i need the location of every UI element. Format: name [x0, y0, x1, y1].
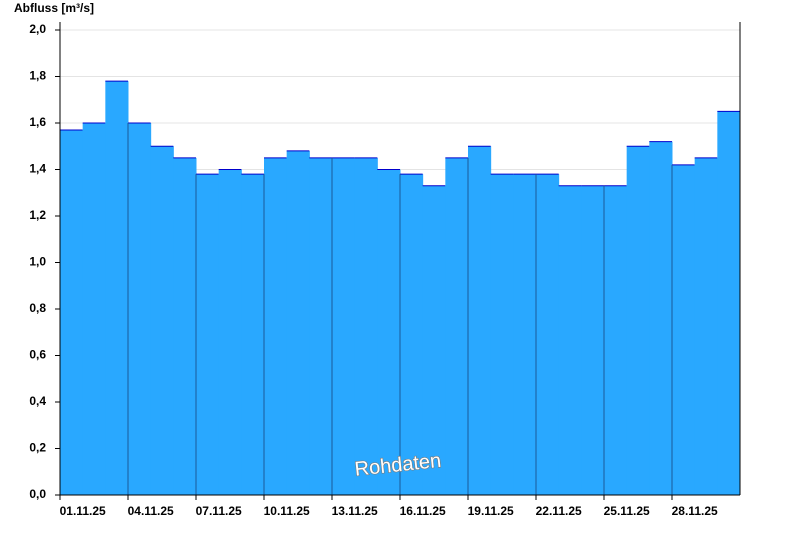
area-segment [400, 174, 424, 495]
area-segment [604, 185, 628, 495]
area-segment [150, 146, 174, 495]
area-segment [626, 146, 650, 495]
area-segment [241, 174, 265, 495]
x-tick-label: 19.11.25 [468, 504, 514, 518]
area-segment [513, 174, 537, 495]
area-segment [196, 174, 220, 495]
area-segment [445, 157, 469, 495]
x-tick-label: 13.11.25 [332, 504, 378, 518]
y-axis-title: Abfluss [m³/s] [14, 1, 94, 15]
area-segment [218, 169, 242, 495]
y-tick-label: 1,4 [29, 162, 46, 176]
x-tick-label: 01.11.25 [60, 504, 106, 518]
area-segment [558, 185, 582, 495]
area-segment [717, 111, 741, 495]
x-tick-label: 07.11.25 [196, 504, 242, 518]
area-segment [694, 157, 718, 495]
y-tick-label: 0,4 [29, 394, 46, 408]
x-tick-label: 28.11.25 [672, 504, 718, 518]
area-segment [332, 157, 356, 495]
area-segment [672, 164, 696, 495]
y-tick-label: 1,0 [29, 255, 46, 269]
area-segment [309, 157, 333, 495]
area-segment [377, 169, 401, 495]
x-tick-label: 10.11.25 [264, 504, 310, 518]
y-tick-label: 0,2 [29, 441, 46, 455]
area-segment [490, 174, 514, 495]
y-tick-label: 1,2 [29, 208, 46, 222]
area-segment [354, 157, 378, 495]
y-tick-label: 1,8 [29, 69, 46, 83]
area-segment [468, 146, 492, 495]
area-segment [60, 129, 84, 495]
area-segment [173, 157, 197, 495]
x-tick-label: 25.11.25 [604, 504, 650, 518]
area-segment [82, 123, 106, 495]
x-tick-label: 16.11.25 [400, 504, 446, 518]
area-segment [128, 123, 152, 495]
x-tick-label: 04.11.25 [128, 504, 174, 518]
area-segment [264, 157, 288, 495]
area-segment [649, 141, 673, 495]
x-tick-label: 22.11.25 [536, 504, 582, 518]
y-tick-label: 0,6 [29, 348, 46, 362]
area-segment [286, 150, 310, 495]
area-segment [581, 185, 605, 495]
area-segment [422, 185, 446, 495]
y-tick-label: 2,0 [29, 22, 46, 36]
y-tick-label: 1,6 [29, 115, 46, 129]
y-tick-label: 0,8 [29, 301, 46, 315]
area-segment [105, 81, 129, 496]
y-tick-label: 0,0 [29, 487, 46, 501]
area-segment [536, 174, 560, 495]
